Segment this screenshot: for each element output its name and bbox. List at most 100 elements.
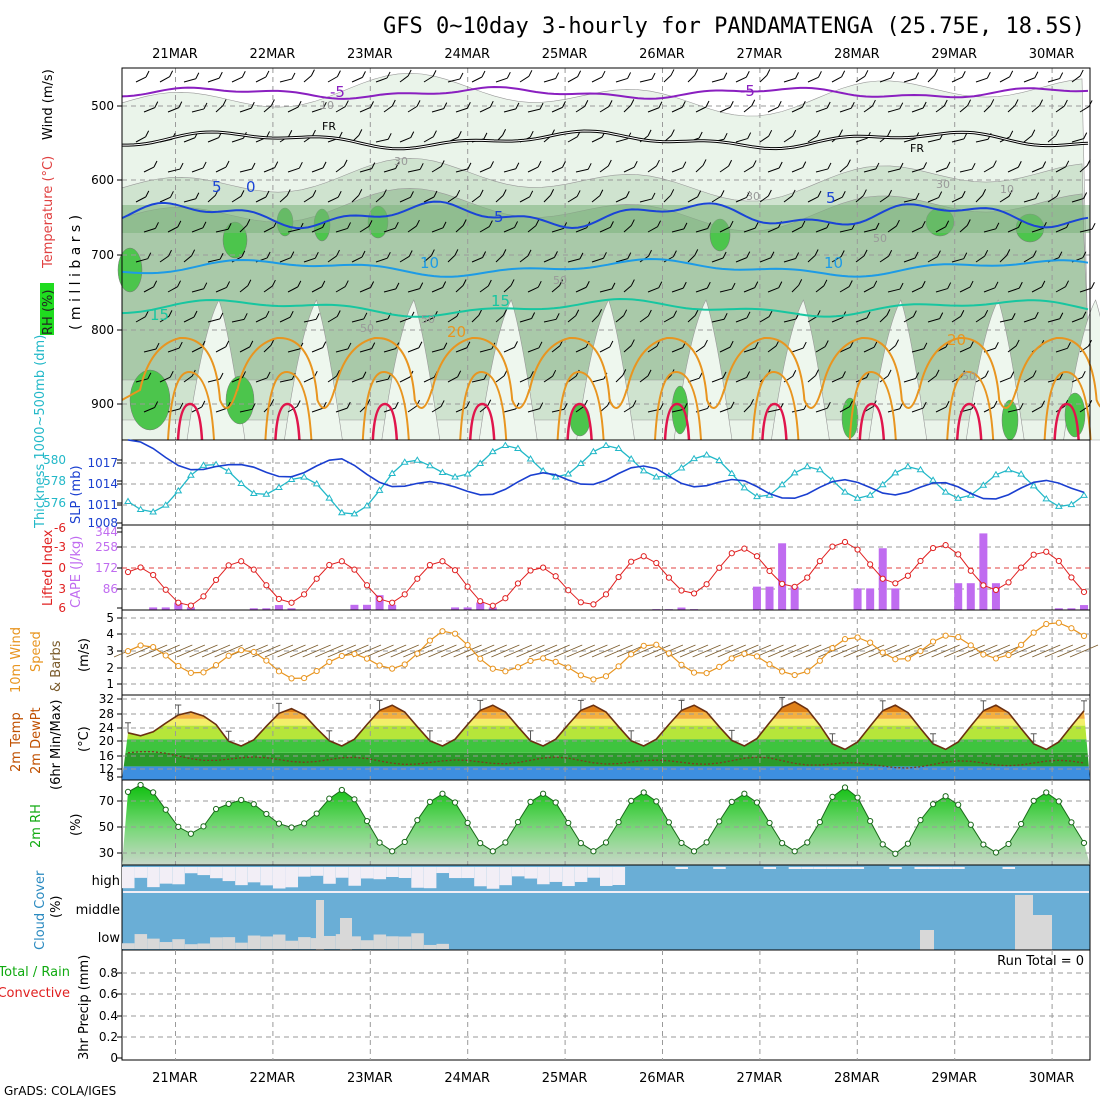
- wind10-line-point: [804, 668, 811, 675]
- wind-barb-flag: [241, 250, 246, 258]
- rh2m-line-point: [464, 819, 471, 827]
- wind-barb-flag: [219, 252, 224, 260]
- thickness-line-point: [941, 488, 950, 495]
- wind10-barb: [164, 644, 193, 658]
- wind-barb: [479, 285, 489, 293]
- wind-barb-flag: [585, 281, 590, 288]
- wind-barb: [567, 196, 578, 203]
- wind-barb: [767, 408, 781, 413]
- wind10-line-point: [854, 634, 861, 641]
- wind-barb-flag: [559, 279, 563, 286]
- wind-barb: [623, 105, 632, 113]
- wind-barb: [207, 318, 221, 323]
- lifted-index-line-point: [665, 574, 672, 581]
- wind-barb: [287, 286, 299, 293]
- wind-barb: [543, 318, 557, 323]
- wind-barb-flag: [866, 311, 871, 319]
- wind-barb: [839, 165, 848, 173]
- wind-barb-flag: [529, 371, 534, 378]
- wind-barb-flag: [296, 400, 301, 407]
- wind-barb: [695, 165, 704, 173]
- wind-barb: [623, 405, 634, 413]
- lifted-index-line-point: [175, 599, 182, 606]
- date-label-bottom: 27MAR: [737, 1071, 783, 1086]
- wind-barb-flag: [895, 339, 899, 346]
- wind-barb: [551, 345, 561, 353]
- rh2m-line-point: [150, 789, 157, 796]
- wind-barb: [735, 377, 747, 383]
- wind-barb: [591, 136, 603, 143]
- wind-barb: [503, 108, 517, 113]
- wind-barb: [695, 287, 708, 293]
- wind-barb: [167, 347, 180, 353]
- wind-barb: [1071, 198, 1084, 203]
- contour-10: [121, 257, 1089, 278]
- wind-barb-flag: [1055, 129, 1060, 136]
- wind10-line-point: [917, 648, 924, 655]
- thickness-line-point: [841, 488, 849, 495]
- cloud-gap-high: [335, 867, 349, 878]
- wind-barb-flag: [681, 101, 686, 108]
- wind-barb-flag: [846, 159, 851, 166]
- wind-barb: [791, 226, 803, 233]
- y-tick-label: 16: [99, 749, 114, 763]
- rh-area: [122, 785, 1090, 865]
- wind-barb: [423, 255, 432, 263]
- cloud-gap-column: [316, 900, 324, 950]
- wind10-line-point: [980, 651, 987, 658]
- wind-barb: [1055, 105, 1065, 113]
- wind-barb: [999, 76, 1010, 83]
- lifted-index-line: [124, 538, 1088, 609]
- contour-label: 20: [947, 331, 966, 349]
- wind-barb: [359, 287, 371, 293]
- wind-barb-flag: [266, 251, 271, 259]
- cloud-gap-high: [826, 867, 839, 869]
- wind-barb-flag: [479, 189, 484, 197]
- wind10-barbs-label: & Barbs: [49, 640, 64, 692]
- wind-barb: [479, 106, 491, 113]
- wind10-barb: [742, 644, 772, 658]
- wind-barb-flag: [648, 249, 652, 257]
- wind-barb-flag: [728, 159, 733, 167]
- wind-barb: [711, 195, 722, 203]
- cloud-gap-low: [210, 937, 223, 949]
- wind10-line-point: [690, 669, 698, 676]
- wind-barb: [471, 257, 483, 263]
- cloud-gap-high: [298, 867, 311, 877]
- contour-20-inner: [654, 371, 702, 441]
- wind-barb-flag: [575, 309, 580, 316]
- rh2m-line-point: [615, 818, 622, 826]
- wind-barb-flag: [651, 192, 656, 200]
- wind-barb-flag: [202, 221, 207, 229]
- wind-barb: [735, 257, 747, 263]
- wind-barb-flag: [611, 282, 616, 290]
- wind-barb: [495, 195, 504, 203]
- cloud-gap-column: [1030, 915, 1052, 950]
- wind-barb-flag: [1014, 99, 1019, 106]
- wind-barb-flag: [483, 132, 488, 140]
- temp-band: [122, 766, 1090, 780]
- cloud-gap-low: [197, 943, 210, 949]
- wind10-line-point: [602, 673, 610, 680]
- y-tick-label: 0.4: [99, 1009, 118, 1023]
- wind-barb-flag: [750, 399, 754, 406]
- wind-barb: [503, 408, 517, 413]
- wind10-line-point: [791, 671, 798, 679]
- wind10-barb: [1019, 644, 1048, 658]
- wind-barb: [951, 138, 965, 143]
- wind-barb: [231, 195, 242, 203]
- thickness-line-point: [853, 494, 862, 501]
- lifted-index-label: Lifted Index: [41, 529, 56, 606]
- wind-barb-flag: [961, 190, 966, 198]
- cloud-gap-column: [340, 918, 352, 950]
- wind-barb: [791, 284, 800, 293]
- wind-barb-flag: [459, 72, 464, 80]
- wind-barb: [783, 195, 793, 203]
- rh2m-line-point: [1080, 839, 1088, 847]
- wind-barb: [719, 346, 731, 353]
- wind-barb: [551, 166, 563, 173]
- wind10-barb: [428, 644, 457, 658]
- wind-barb-flag: [274, 161, 279, 168]
- wind-barb-flag: [358, 129, 363, 136]
- wind-barb-flag: [729, 220, 734, 228]
